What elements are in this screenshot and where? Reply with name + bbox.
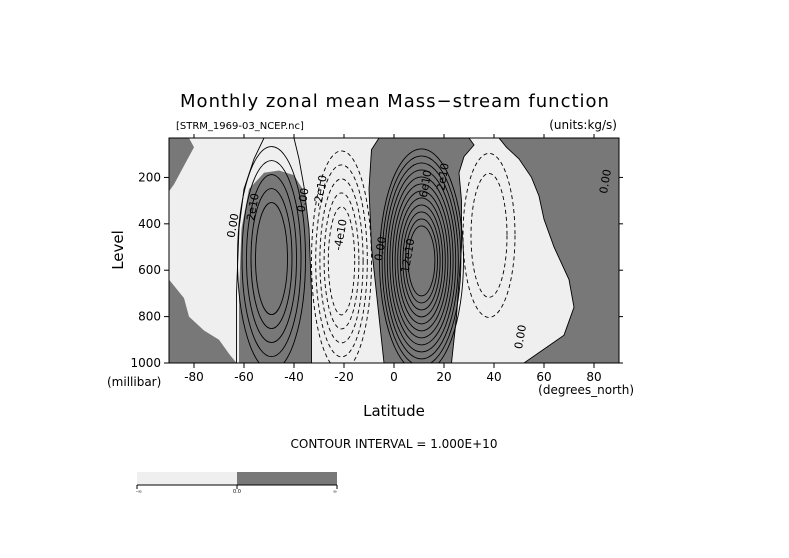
y-tick-label: 400 [138,217,161,231]
colorbar-positive-swatch [237,472,337,485]
chart-source-file: [STRM_1969-03_NCEP.nc] [176,121,304,132]
x-tick-label: 60 [536,370,551,384]
contour-label: 2e10 [244,192,262,222]
contour-label: 0.00 [372,236,389,262]
south-ferrel-cell-contour [327,206,356,316]
contour-label: 6e10 [417,169,435,199]
south-ferrel-cell-contour [311,150,372,363]
x-tick-label: -80 [184,370,204,384]
hadley-cell-contour [402,211,441,311]
x-tick-label: 20 [436,370,451,384]
colorbar: -∞ 0.0 ∞ [136,472,338,495]
colorbar-label-max: ∞ [333,489,337,495]
x-tick-label: -20 [334,370,354,384]
north-ferrel-cell-contour [462,152,516,318]
colorbar-label-min: -∞ [136,489,142,495]
y-axis-units: (millibar) [107,375,161,389]
contour-label: 2e10 [434,162,452,192]
shade-south-pole-top [169,138,194,192]
south-direct-cell-contour [250,188,293,330]
y-tick-label: 200 [138,170,161,184]
y-axis: 200 400 600 800 1000 [130,170,623,370]
zero-contour [368,138,385,363]
x-tick-label: -40 [284,370,304,384]
contour-label: 12e10 [399,237,418,273]
hadley-cell-contour [394,190,449,332]
colorbar-label-zero: 0.0 [233,489,241,495]
contour-interval-note: CONTOUR INTERVAL = 1.000E+10 [291,437,498,451]
south-ferrel-cell-contour [323,192,360,330]
contour-label: 0.00 [597,168,614,194]
south-ferrel-cell-contour [315,164,368,358]
chart-units: (units:kg/s) [549,118,617,132]
south-direct-cell-contour [241,160,302,358]
y-tick-label: 800 [138,310,161,324]
hadley-cell-contour [399,204,444,318]
hadley-cell-contour [405,218,438,304]
x-axis-label: Latitude [363,402,425,420]
hadley-cell-contour [386,169,457,353]
x-axis-units: (degrees_north) [538,383,634,397]
hadley-cell-contour [389,176,454,346]
y-tick-label: 1000 [130,356,161,370]
chart-title: Monthly zonal mean Mass−stream function [180,91,610,112]
x-tick-label: 40 [486,370,501,384]
hadley-cell-contour [407,225,436,297]
hadley-cell-contour [384,162,459,360]
contour-label: -4e10 [331,218,349,252]
contour-label: -2e10 [311,174,329,208]
contour-label: 0.00 [295,187,312,213]
south-direct-cell-contour [246,174,297,344]
hadley-cell-contour [379,148,464,363]
zero-contour [498,138,575,363]
zero-contour [236,138,265,363]
y-axis-label: Level [109,230,127,270]
hadley-cell-contour [392,183,451,339]
shade-south-pole-bottom [169,279,237,363]
x-tick-label: 80 [586,370,601,384]
contour-label: 0.00 [225,212,242,238]
north-ferrel-cell-contour [470,172,508,298]
x-tick-label: 0 [390,370,398,384]
contour-label: 0.00 [512,324,529,350]
south-direct-cell-contour [255,202,288,316]
south-ferrel-cell-contour [319,178,364,344]
hadley-cell-contour [397,197,446,325]
x-axis: -80 -60 -40 -20 0 20 40 60 80 [184,134,602,384]
zero-contour [293,138,312,363]
y-tick-label: 600 [138,263,161,277]
shade-north-region [499,138,619,363]
zero-contour [451,138,475,363]
x-tick-label: -60 [234,370,254,384]
colorbar-negative-swatch [137,472,237,485]
